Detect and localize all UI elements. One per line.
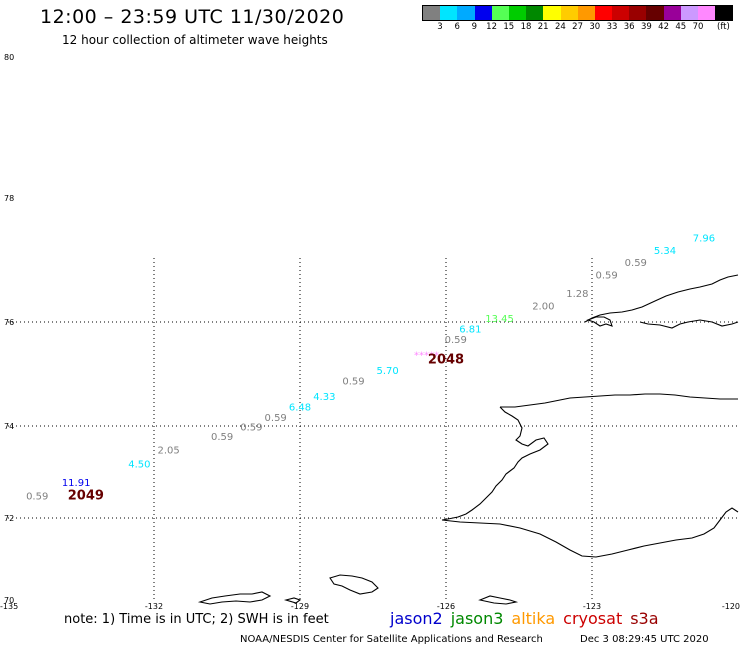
legend-swatch — [543, 6, 561, 20]
legend-label: 27 — [572, 22, 583, 32]
wave-height-value: 7.96 — [693, 233, 715, 244]
legend-swatch — [474, 6, 492, 20]
latitude-label: 70 — [4, 596, 14, 605]
map-title: 12:00 – 23:59 UTC 11/30/2020 — [40, 6, 345, 28]
legend-swatch — [594, 6, 613, 20]
pass-time-label: 2048 — [428, 353, 464, 368]
legend-label: 42 — [658, 22, 669, 32]
wave-height-value: 4.33 — [313, 392, 335, 403]
legend-swatch — [440, 6, 458, 20]
wave-height-value: 0.59 — [445, 335, 467, 346]
wave-height-value: 11.91 — [62, 478, 91, 489]
longitude-label: -123 — [583, 602, 601, 611]
wave-height-value: 0.59 — [342, 376, 364, 387]
legend-label: 3 — [437, 22, 443, 32]
legend-swatch — [457, 6, 475, 20]
wave-height-value: 13.45 — [485, 314, 514, 325]
legend-label: 36 — [623, 22, 635, 32]
legend-swatch — [715, 6, 733, 20]
wave-height-value: 0.59 — [211, 432, 233, 443]
legend-label: 12 — [486, 22, 497, 32]
legend-swatch — [680, 6, 698, 20]
longitude-label: -126 — [437, 602, 455, 611]
longitude-label: -120 — [722, 602, 740, 611]
wave-height-value: 0.59 — [265, 413, 287, 424]
legend-label: 24 — [554, 22, 566, 32]
legend-label: 15 — [503, 22, 515, 32]
color-legend-bar — [422, 5, 734, 21]
satellite-name-s3a: s3a — [630, 609, 659, 628]
units-note: note: 1) Time is in UTC; 2) SWH is in fe… — [64, 612, 329, 627]
latitude-label: 72 — [4, 514, 14, 523]
latitude-label: 80 — [4, 53, 14, 62]
wave-height-value: 1.28 — [566, 289, 588, 300]
legend-label: 18 — [520, 22, 532, 32]
footer-credit: NOAA/NESDIS Center for Satellite Applica… — [240, 634, 543, 645]
legend-swatch — [577, 6, 595, 20]
legend-label: 45 — [675, 22, 687, 32]
longitude-label: -132 — [145, 602, 163, 611]
wave-height-value: 5.34 — [654, 246, 676, 257]
legend-swatch — [560, 6, 578, 20]
legend-swatch — [663, 6, 681, 20]
wave-height-value: ***** — [414, 350, 439, 361]
wave-height-value: 6.48 — [289, 402, 311, 413]
legend-label: 6 — [454, 22, 460, 32]
legend-swatch — [491, 6, 509, 20]
longitude-label: -135 — [0, 602, 18, 611]
pass-time-label: 2049 — [68, 489, 104, 504]
legend-label: 21 — [537, 22, 549, 32]
legend-swatch — [646, 6, 664, 20]
latitude-label: 78 — [4, 194, 14, 203]
wave-height-value: 0.59 — [595, 271, 617, 282]
wave-height-value: 4.50 — [128, 459, 150, 470]
legend-label: 30 — [589, 22, 601, 32]
legend-unit: (ft) — [717, 22, 730, 32]
satellite-legend: jason2 jason3 altika cryosat s3a — [390, 609, 667, 628]
legend-swatch — [629, 6, 647, 20]
wave-height-value: 2.00 — [532, 302, 554, 313]
wave-height-value: 5.70 — [376, 366, 398, 377]
wave-height-value: 0.59 — [26, 492, 48, 503]
latitude-label: 76 — [4, 318, 14, 327]
legend-swatch — [526, 6, 544, 20]
latitude-label: 74 — [4, 422, 14, 431]
wave-height-value: 2.05 — [157, 446, 179, 457]
legend-label: 70 — [692, 22, 704, 32]
legend-swatch — [612, 6, 630, 20]
satellite-name-altika: altika — [511, 609, 556, 628]
legend-swatch — [423, 6, 441, 20]
wave-height-value: 0.59 — [240, 423, 262, 434]
legend-label: 9 — [471, 22, 478, 32]
legend-swatch — [508, 6, 527, 20]
wave-height-value: 6.81 — [459, 324, 481, 335]
satellite-name-jason2: jason2 — [390, 609, 443, 628]
legend-swatch — [698, 6, 716, 20]
satellite-name-jason3: jason3 — [450, 609, 504, 628]
satellite-name-cryosat: cryosat — [563, 609, 623, 628]
coastline — [197, 274, 739, 605]
legend-label: 33 — [606, 22, 618, 32]
footer-timestamp: Dec 3 08:29:45 UTC 2020 — [580, 634, 709, 645]
legend-label: 39 — [640, 22, 652, 32]
map-subtitle: 12 hour collection of altimeter wave hei… — [62, 33, 328, 47]
longitude-label: -129 — [291, 602, 309, 611]
wave-height-value: 0.59 — [625, 258, 647, 269]
